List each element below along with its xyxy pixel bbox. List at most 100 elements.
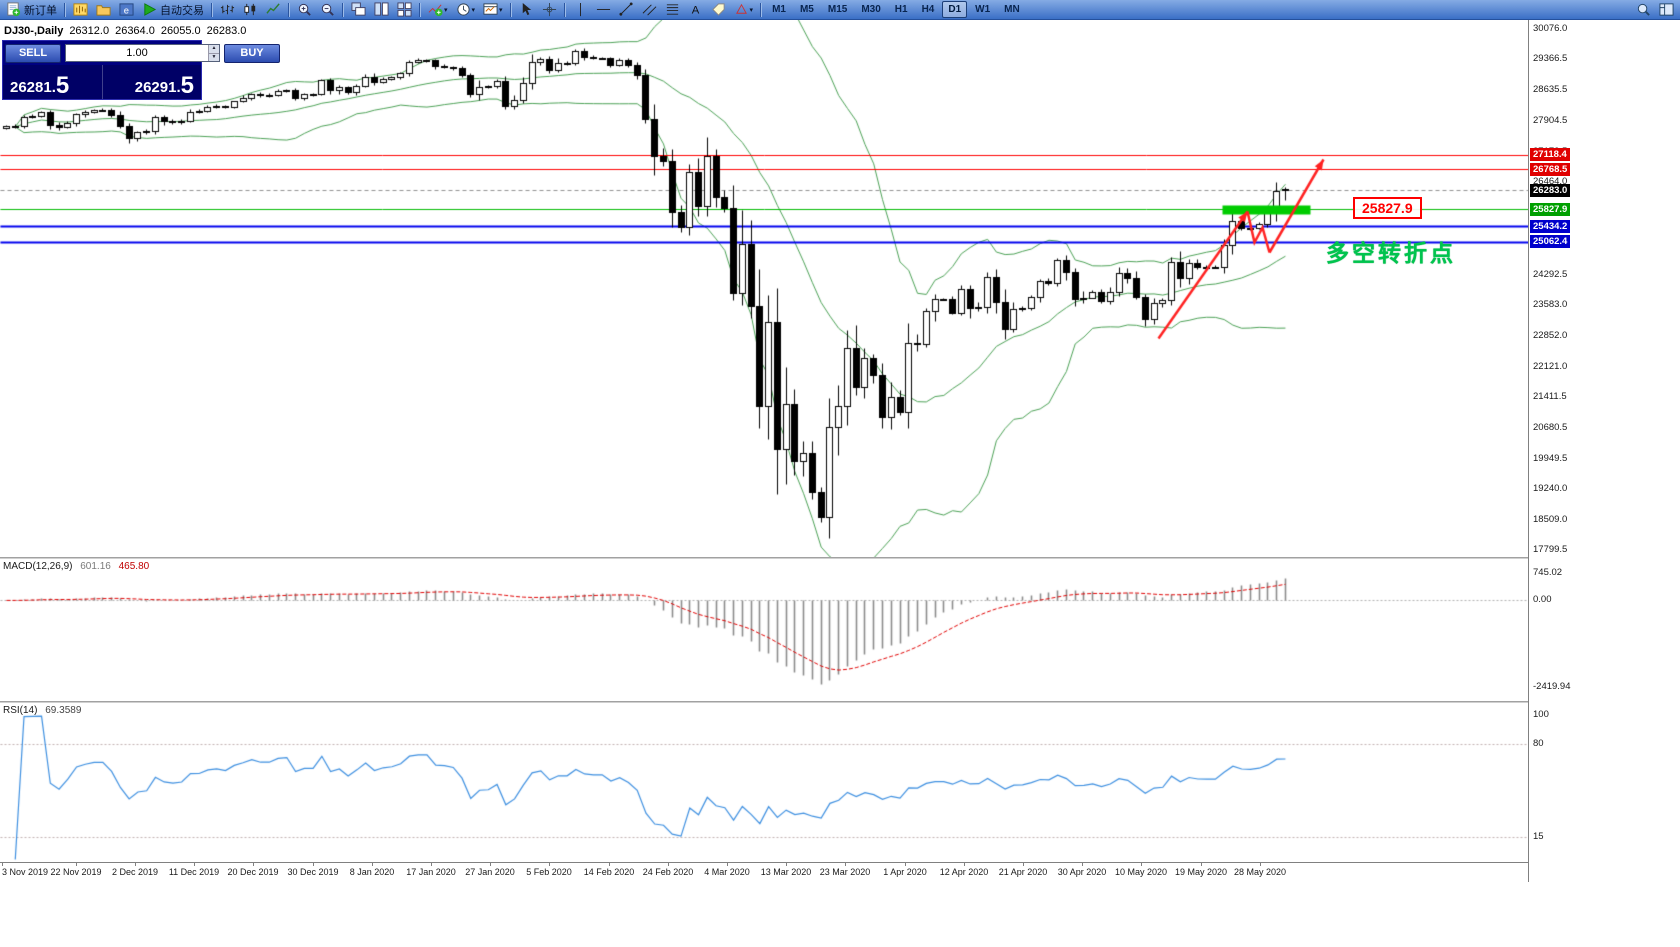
profiles-button[interactable]: [93, 1, 114, 19]
macd-panel-canvas[interactable]: [0, 559, 1528, 701]
timeframe-h4-button[interactable]: H4: [916, 1, 941, 18]
sell-button[interactable]: SELL: [5, 43, 61, 63]
new-chart-button[interactable]: [70, 1, 91, 19]
date-tick: [253, 863, 254, 866]
date-label: 27 Jan 2020: [465, 867, 515, 877]
timeframe-h1-button[interactable]: H1: [889, 1, 914, 18]
date-label: 1 Apr 2020: [883, 867, 927, 877]
equidistant-channel-button[interactable]: [639, 1, 660, 19]
toolbar-separator: [563, 2, 566, 17]
shapes-button[interactable]: ▾: [731, 1, 757, 19]
new-order-icon: [6, 2, 21, 17]
price-tag: 27118.4: [1530, 148, 1570, 162]
date-tick: [727, 863, 728, 866]
price-tick-label: 20680.5: [1533, 421, 1568, 433]
fibonacci-button[interactable]: [662, 1, 683, 19]
line-chart-button[interactable]: [263, 1, 284, 19]
zoom-out-icon: [320, 2, 335, 17]
timeframe-m30-button[interactable]: M30: [855, 1, 886, 18]
macd-axis-label: -2419.94: [1533, 681, 1571, 693]
cascade-windows-button[interactable]: [348, 1, 369, 19]
time-axis[interactable]: 3 Nov 2019 22 Nov 2019 2 Dec 2019 11 Dec 20…: [0, 862, 1528, 882]
vertical-line-button[interactable]: [570, 1, 591, 19]
buy-price-main: 26291.: [134, 79, 181, 96]
date-tick: [1260, 863, 1261, 866]
trendline-button[interactable]: [616, 1, 637, 19]
new-order-button-label: 新订单: [24, 4, 57, 17]
indicators-button[interactable]: ▾: [425, 1, 451, 19]
panel-splitter[interactable]: [0, 701, 1680, 703]
timeframe-mn-button[interactable]: MN: [998, 1, 1026, 18]
date-tick: [135, 863, 136, 866]
date-tick: [1023, 863, 1024, 866]
horizontal-line-button[interactable]: [593, 1, 614, 19]
tile-windows-button[interactable]: [371, 1, 392, 19]
autotrading-button[interactable]: 自动交易: [139, 1, 207, 19]
zoom-out-button[interactable]: [317, 1, 338, 19]
toolbar-separator: [509, 2, 512, 17]
search-icon: [1636, 2, 1651, 17]
label-icon: [711, 2, 726, 17]
templates-button[interactable]: ▾: [480, 1, 506, 19]
metaeditor-button[interactable]: e: [116, 1, 137, 19]
fibonacci-icon: [665, 2, 680, 17]
timeframe-m15-button[interactable]: M15: [822, 1, 853, 18]
date-label: 24 Feb 2020: [642, 867, 694, 877]
date-label: 4 Mar 2020: [704, 867, 750, 877]
buy-price[interactable]: 26291. 5: [101, 65, 202, 99]
rsi-name: RSI(14): [3, 705, 38, 716]
periods-button[interactable]: ▾: [453, 1, 479, 19]
dropdown-caret-icon: ▾: [471, 6, 476, 14]
rsi-panel-canvas[interactable]: [0, 703, 1528, 862]
svg-text:A: A: [691, 4, 699, 16]
timeframe-w1-button[interactable]: W1: [969, 1, 996, 18]
bar-chart-button[interactable]: [217, 1, 238, 19]
low-value: 26055.0: [160, 25, 201, 37]
layout-button[interactable]: [1656, 1, 1677, 19]
arrange-windows-button[interactable]: [394, 1, 415, 19]
symbol-period-label: DJ30-,Daily: [4, 25, 64, 37]
volume-up-button[interactable]: ▲: [209, 45, 219, 53]
price-tick-label: 17799.5: [1533, 544, 1568, 556]
price-tick-label: 26464.0: [1533, 176, 1568, 188]
cursor-button[interactable]: [516, 1, 537, 19]
turning-point-label[interactable]: 多空转折点: [1326, 240, 1456, 266]
timeframe-m5-button[interactable]: M5: [794, 1, 820, 18]
macd-axis-label: 745.02: [1533, 566, 1563, 578]
resistance-price-label[interactable]: 25827.9: [1353, 197, 1422, 219]
date-tick: [1201, 863, 1202, 866]
volume-input[interactable]: [66, 45, 208, 61]
sell-price-main: 26281.: [10, 79, 56, 96]
crosshair-button[interactable]: [539, 1, 560, 19]
buy-button[interactable]: BUY: [224, 43, 280, 63]
timeframe-d1-button[interactable]: D1: [942, 1, 968, 18]
volume-down-button[interactable]: ▼: [209, 52, 219, 61]
buy-price-big-digit: 5: [180, 72, 194, 99]
main-chart-canvas[interactable]: [0, 20, 1528, 557]
price-tag: 25062.4: [1530, 235, 1571, 249]
date-label: 28 May 2020: [1233, 867, 1287, 877]
text-label-button[interactable]: [708, 1, 729, 19]
text-button[interactable]: A: [685, 1, 706, 19]
cascade-icon: [351, 2, 366, 17]
high-value: 26364.0: [115, 25, 155, 37]
zoom-in-button[interactable]: [294, 1, 315, 19]
date-label: 8 Jan 2020: [349, 867, 395, 877]
panel-splitter[interactable]: [0, 557, 1680, 559]
volume-box: ▲ ▼: [65, 44, 220, 62]
sell-price[interactable]: 26281. 5: [3, 65, 102, 99]
search-button[interactable]: [1633, 1, 1654, 19]
date-tick: [194, 863, 195, 866]
indicators-icon: [428, 2, 443, 17]
channel-icon: [642, 2, 657, 17]
toolbar-separator: [760, 2, 763, 17]
timeframe-m1-button[interactable]: M1: [766, 1, 792, 18]
new-order-button[interactable]: 新订单: [3, 1, 60, 19]
price-tick-label: 27904.5: [1533, 115, 1568, 127]
date-label: 22 Nov 2019: [50, 867, 102, 877]
price-axis[interactable]: 30076.029366.528635.527904.527173.526464…: [1528, 20, 1680, 882]
profiles-icon: [96, 2, 111, 17]
candlestick-chart-button[interactable]: [240, 1, 261, 19]
dropdown-caret-icon: ▾: [499, 6, 503, 14]
macd-axis-label: 0.00: [1533, 593, 1552, 605]
